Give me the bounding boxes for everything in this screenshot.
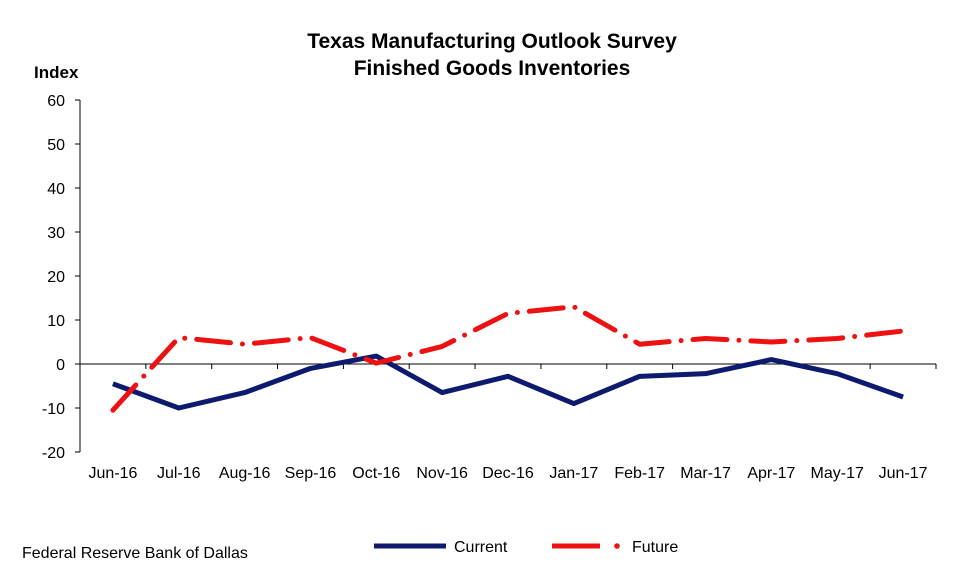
- x-tick-label: Dec-16: [482, 465, 534, 482]
- x-tick-label: Jul-16: [157, 465, 201, 482]
- y-tick-label: 40: [47, 181, 65, 198]
- x-tick-label: Jun-17: [879, 465, 928, 482]
- axes: [75, 99, 937, 453]
- y-tick-label: -20: [42, 445, 65, 462]
- y-tick-label: -10: [42, 401, 65, 418]
- legend-swatch-future-dot: [614, 543, 620, 549]
- x-tick-label: Nov-16: [416, 465, 468, 482]
- x-tick-label: Sep-16: [285, 465, 337, 482]
- y-tick-label: 50: [47, 137, 65, 154]
- chart-subtitle: Finished Goods Inventories: [354, 57, 631, 80]
- y-axis-label: Index: [34, 63, 79, 82]
- x-tick-label: Feb-17: [614, 465, 665, 482]
- legend: Current Future: [374, 539, 678, 556]
- series-line-current: [112, 353, 904, 411]
- series-line-future: [110, 304, 906, 413]
- x-tick-label: Apr-17: [747, 465, 795, 482]
- source-note: Federal Reserve Bank of Dallas: [22, 545, 248, 562]
- x-tick-labels: Jun-16 Jul-16 Aug-16 Sep-16 Oct-16 Nov-16 Dec-…: [88, 465, 927, 482]
- y-tick-label: 10: [47, 313, 65, 330]
- y-tick-label: 30: [47, 225, 65, 242]
- x-tick-label: Jun-16: [88, 465, 137, 482]
- chart-title: Texas Manufacturing Outlook Survey: [307, 30, 677, 53]
- x-tick-label: May-17: [811, 465, 864, 482]
- y-tick-label: 0: [56, 357, 65, 374]
- x-tick-label: Oct-16: [352, 465, 400, 482]
- x-tick-label: Jan-17: [549, 465, 598, 482]
- series-layer: [110, 304, 906, 413]
- legend-label-current: Current: [454, 539, 508, 556]
- y-tick-label: 60: [47, 93, 65, 110]
- x-tick-label: Aug-16: [219, 465, 271, 482]
- y-tick-labels: 60 50 40 30 20 10 0 -10 -20: [42, 93, 65, 462]
- y-tick-label: 20: [47, 269, 65, 286]
- x-tick-label: Mar-17: [680, 465, 731, 482]
- legend-label-future: Future: [632, 539, 678, 556]
